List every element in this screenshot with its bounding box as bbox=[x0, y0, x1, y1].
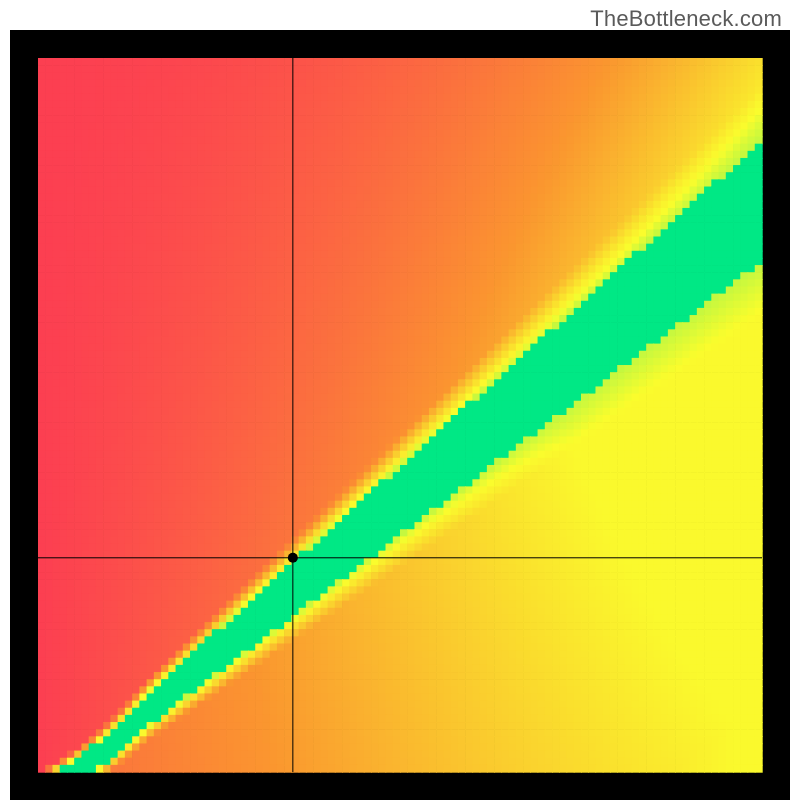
bottleneck-heatmap bbox=[10, 30, 790, 800]
watermark-text: TheBottleneck.com bbox=[590, 6, 782, 32]
